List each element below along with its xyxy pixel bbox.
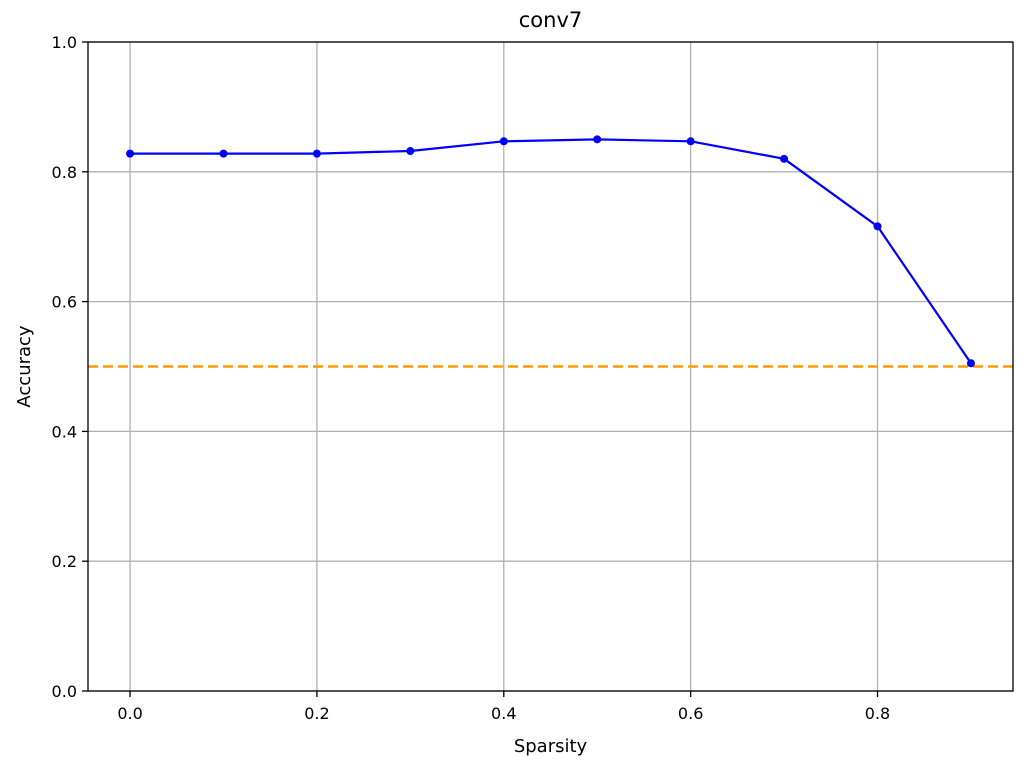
y-tick-label: 1.0 bbox=[52, 33, 77, 52]
data-point bbox=[686, 137, 695, 146]
data-point bbox=[126, 149, 135, 158]
x-axis-title: Sparsity bbox=[514, 736, 588, 757]
chart-title: conv7 bbox=[519, 8, 583, 32]
x-tick-label: 0.2 bbox=[304, 704, 329, 723]
y-axis-title: Accuracy bbox=[14, 325, 35, 408]
series-layer bbox=[126, 135, 975, 368]
data-point bbox=[219, 149, 228, 158]
x-tick-label: 0.8 bbox=[865, 704, 890, 723]
data-point bbox=[873, 222, 882, 231]
y-tick-label: 0.6 bbox=[52, 293, 77, 312]
y-tick-label: 0.4 bbox=[52, 422, 77, 441]
series-line bbox=[130, 138, 972, 364]
y-axis: 0.0 0.2 0.4 0.6 0.8 1.0 bbox=[52, 33, 88, 701]
data-point bbox=[312, 149, 321, 158]
plot-frame bbox=[87, 41, 1014, 692]
x-tick-label: 0.6 bbox=[678, 704, 703, 723]
y-tick-label: 0.8 bbox=[52, 163, 77, 182]
y-tick-label: 0.0 bbox=[52, 682, 77, 701]
data-point bbox=[499, 137, 508, 146]
x-tick-label: 0.4 bbox=[491, 704, 516, 723]
data-point bbox=[966, 359, 975, 368]
x-axis: 0.0 0.2 0.4 0.6 0.8 bbox=[117, 691, 890, 723]
data-point bbox=[780, 154, 789, 163]
y-tick-label: 0.2 bbox=[52, 552, 77, 571]
x-tick-label: 0.0 bbox=[117, 704, 142, 723]
data-point bbox=[406, 147, 415, 156]
data-point bbox=[593, 135, 602, 144]
